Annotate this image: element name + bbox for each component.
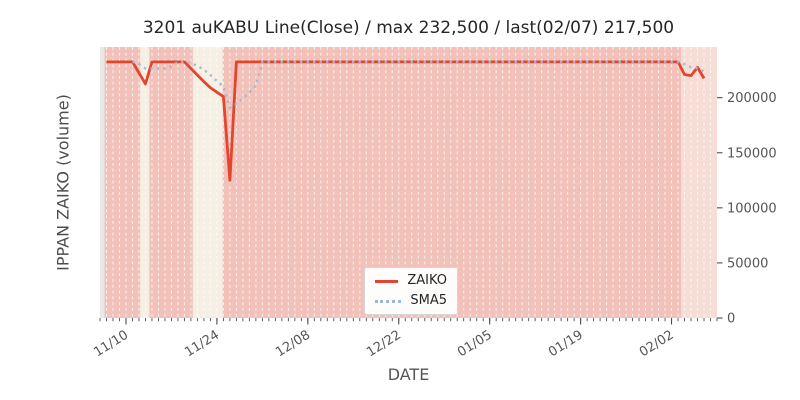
legend-label-sma5: SMA5	[410, 293, 447, 308]
zaiko-line-swatch	[375, 279, 399, 283]
legend-item-sma5: SMA5	[375, 294, 447, 308]
x-tick-label: 02/02	[637, 328, 677, 361]
chart-title: 3201 auKABU Line(Close) / max 232,500 / …	[142, 18, 675, 38]
y-tick-label: 50000	[727, 256, 768, 271]
legend: ZAIKO SMA5	[364, 267, 458, 315]
y-tick-label: 100000	[727, 201, 777, 216]
x-tick-label: 01/05	[455, 328, 495, 361]
highlight-band	[140, 47, 150, 318]
legend-label-zaiko: ZAIKO	[407, 273, 447, 288]
x-tick-label: 11/10	[91, 328, 131, 361]
x-tick-label: 01/19	[546, 328, 586, 361]
x-tick-label: 12/08	[273, 328, 313, 361]
sma5-line	[132, 60, 705, 110]
sma5-line-swatch	[375, 299, 402, 303]
y-tick-label: 150000	[727, 146, 777, 161]
x-axis-label: DATE	[387, 365, 430, 384]
y-tick-label: 0	[727, 312, 735, 327]
x-tick-label: 11/24	[182, 328, 222, 361]
x-tick-label: 12/22	[364, 328, 404, 361]
legend-item-zaiko: ZAIKO	[375, 274, 447, 288]
y-tick-label: 200000	[727, 91, 777, 106]
highlight-band	[104, 47, 141, 318]
highlight-band	[681, 47, 717, 318]
